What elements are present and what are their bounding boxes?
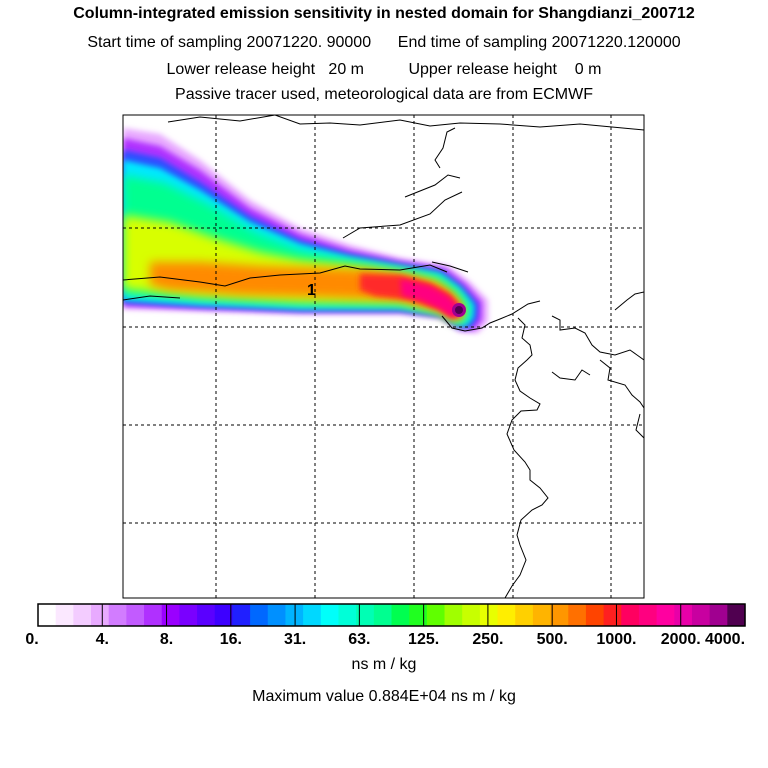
plume-peak-core [455,306,463,314]
upper-release-value: 0 m [574,61,602,78]
colorbar-tick-label: 250. [472,631,504,648]
receptor-marker: 1 [307,282,316,299]
grid-lines [123,115,644,598]
colorbar-tick-label: 8. [159,631,174,648]
coastline-borders [123,115,644,598]
plume-layer-magenta [400,279,458,317]
colorbar-tick-label: 500. [536,631,568,648]
colorbar-tick-label: 4000. [704,631,746,648]
colorbar-units: ns m / kg [351,656,417,673]
end-time-label: End time of sampling [397,34,548,51]
map-frame [122,114,645,599]
colorbar-tick-label: 2000. [660,631,701,648]
chart-title: Column-integrated emission sensitivity i… [73,5,695,22]
colorbar-tick-label: 1000. [596,631,637,648]
colorbar-tick-label: 31. [283,631,307,648]
colorbar-tick-label: 4. [95,631,109,648]
end-time-value: 20071220.120000 [551,34,681,51]
maximum-value: Maximum value 0.884E+04 ns m / kg [0,688,768,706]
colorbar-tick-label: 0. [25,631,39,648]
release-heights: Lower release height 20 m Upper release … [0,61,768,79]
colorbar-tick-label: 125. [408,631,440,648]
plume-field [123,128,488,333]
tracer-note: Passive tracer used, meteorological data… [175,86,593,103]
upper-release-label: Upper release height [408,61,557,78]
max-label: Maximum value [252,688,365,705]
emission-sensitivity-map: 1 [122,114,645,599]
colorbar-tick-label: 63. [348,631,371,648]
max-units: ns m / kg [450,688,516,705]
start-time-label: Start time of sampling [87,34,243,51]
sampling-times: Start time of sampling 20071220. 90000 E… [0,34,768,52]
max-number: 0.884E+04 [368,688,447,705]
start-time-value: 20071220. 90000 [246,34,372,51]
lower-release-label: Lower release height [166,61,316,78]
colorbar-tick-label: 16. [219,631,242,648]
lower-release-value: 20 m [328,61,364,78]
